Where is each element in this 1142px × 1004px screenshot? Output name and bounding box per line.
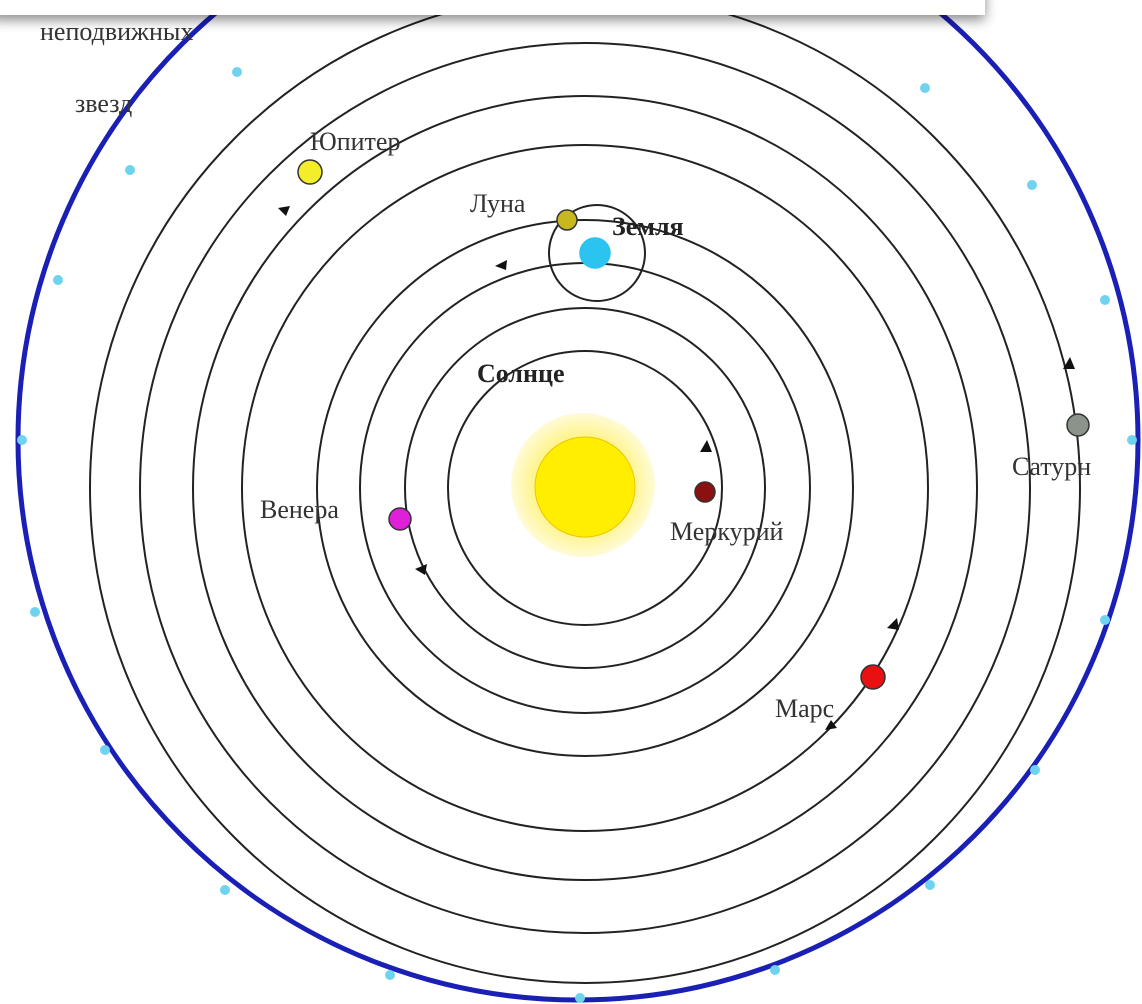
- label: Солнце: [477, 359, 565, 388]
- label: неподвижных: [40, 17, 193, 46]
- label: Марс: [775, 694, 834, 723]
- label: Юпитер: [310, 127, 400, 156]
- direction-arrows: [278, 206, 1075, 730]
- label: Земля: [612, 212, 684, 241]
- title-bar: [0, 0, 985, 15]
- label: Венера: [260, 495, 339, 524]
- label: Луна: [470, 189, 526, 218]
- label: Меркурий: [670, 517, 783, 546]
- diagram: неподвижных звезд Юпитер Луна Земля Солн…: [0, 0, 1142, 1004]
- sun: [535, 437, 635, 537]
- label: звезд: [75, 89, 132, 118]
- label: Сатурн: [1012, 452, 1091, 481]
